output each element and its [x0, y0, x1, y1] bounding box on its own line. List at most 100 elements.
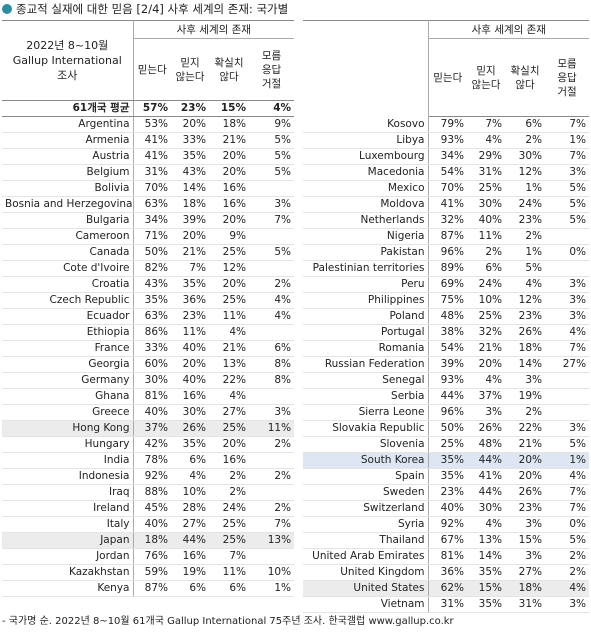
cell-value: 24%	[209, 500, 249, 517]
table-row: Switzerland 40% 30% 23% 7%	[303, 500, 590, 517]
cell-value: 18%	[505, 340, 545, 357]
cell-value: 57%	[133, 100, 171, 117]
country-name: Greece	[2, 404, 134, 421]
cell-value: 41%	[133, 132, 171, 149]
cell-value: 1%	[545, 132, 590, 149]
column-header-row: 믿는다 믿지 않는다 확실치 않다 모름 응답 거절	[303, 38, 590, 117]
cell-value: 59%	[133, 564, 171, 581]
cell-value: 2%	[545, 548, 590, 565]
cell-value: 27%	[209, 404, 249, 421]
cell-value	[249, 484, 295, 501]
text-line: 응답	[557, 71, 577, 84]
cell-value: 3%	[545, 596, 590, 613]
cell-value: 48%	[467, 436, 505, 453]
cell-value: 16%	[209, 196, 249, 213]
country-name: Kosovo	[303, 116, 429, 133]
table-row: Moldova 41% 30% 24% 5%	[303, 196, 590, 213]
table-row: Slovenia 25% 48% 21% 5%	[303, 436, 590, 453]
cell-value: 16%	[171, 388, 209, 405]
country-name: Portugal	[303, 324, 429, 341]
cell-value: 3%	[249, 196, 295, 213]
cell-value: 23%	[428, 484, 467, 501]
cell-value	[249, 324, 295, 341]
cell-value: 23%	[505, 308, 545, 325]
cell-value: 71%	[133, 228, 171, 245]
text-line: 모름	[261, 49, 282, 62]
cell-value: 20%	[209, 212, 249, 229]
cell-value: 92%	[428, 516, 467, 533]
cell-value: 25%	[467, 308, 505, 325]
cell-value: 1%	[545, 452, 590, 469]
cell-value: 2%	[249, 468, 295, 485]
text-line: 2022년 8~10월	[26, 39, 109, 52]
cell-value: 21%	[209, 132, 249, 149]
cell-value: 5%	[545, 212, 590, 229]
cell-value: 3%	[545, 420, 590, 437]
cell-value: 7%	[545, 500, 590, 517]
column-header: 믿지 않는다	[171, 38, 209, 101]
country-name: Sierra Leone	[303, 404, 429, 421]
cell-value	[249, 180, 295, 197]
cell-value: 41%	[467, 468, 505, 485]
cell-value	[249, 260, 295, 277]
table-row: Kosovo 79% 7% 6% 7%	[303, 116, 590, 133]
cell-value: 23%	[505, 212, 545, 229]
cell-value	[249, 228, 295, 245]
table-row: Cote d'Ivoire 82% 7% 12%	[2, 260, 295, 277]
text-line: 믿지	[476, 64, 496, 77]
cell-value: 30%	[505, 148, 545, 165]
cell-value: 21%	[171, 244, 209, 261]
title: 종교적 실재에 대한 믿음 [2/4] 사후 세계의 존재: 국가별	[16, 2, 289, 16]
cell-value: 50%	[428, 420, 467, 437]
cell-value: 18%	[171, 196, 209, 213]
cell-value: 78%	[133, 452, 171, 469]
cell-value: 4%	[545, 468, 590, 485]
table-row: Sweden 23% 44% 26% 7%	[303, 484, 590, 501]
cell-value: 20%	[209, 148, 249, 165]
cell-value: 3%	[545, 292, 590, 309]
cell-value: 81%	[133, 388, 171, 405]
text-line: 확실치	[214, 56, 244, 69]
cell-value: 34%	[133, 212, 171, 229]
cell-value: 40%	[467, 212, 505, 229]
cell-value: 28%	[171, 500, 209, 517]
cell-value: 25%	[467, 180, 505, 197]
cell-value: 6%	[249, 340, 295, 357]
cell-value: 70%	[133, 180, 171, 197]
table-row: Hong Kong 37% 26% 25% 11%	[2, 420, 295, 437]
table-row: Jordan 76% 16% 7%	[2, 548, 295, 565]
cell-value: 41%	[428, 196, 467, 213]
cell-value: 35%	[171, 436, 209, 453]
table-row: Macedonia 54% 31% 12% 3%	[303, 164, 590, 181]
table-row: Kenya 87% 6% 6% 1%	[2, 580, 295, 597]
cell-value	[545, 372, 590, 389]
country-name: Palestinian territories	[303, 260, 429, 277]
country-name: Thailand	[303, 532, 429, 549]
cell-value: 27%	[545, 356, 590, 373]
country-name: Slovakia Republic	[303, 420, 429, 437]
cell-value: 6%	[209, 580, 249, 597]
cell-value: 54%	[428, 164, 467, 181]
cell-value: 19%	[505, 388, 545, 405]
cell-value: 27%	[505, 564, 545, 581]
table-row: Czech Republic 35% 36% 25% 4%	[2, 292, 295, 309]
country-name: Germany	[2, 372, 134, 389]
cell-value: 11%	[467, 228, 505, 245]
table-row: Austria 41% 35% 20% 5%	[2, 148, 295, 165]
title-line: 종교적 실재에 대한 믿음 [2/4] 사후 세계의 존재: 국가별	[2, 1, 288, 17]
cell-value: 76%	[133, 548, 171, 565]
cell-value: 5%	[545, 196, 590, 213]
column-header: 확실치 않다	[505, 38, 545, 117]
table-row: India 78% 6% 16%	[2, 452, 295, 469]
country-name: Netherlands	[303, 212, 429, 229]
cell-value: 7%	[545, 148, 590, 165]
table-row: United States 62% 15% 18% 4%	[303, 580, 590, 597]
cell-value: 35%	[428, 468, 467, 485]
table-row: Vietnam 31% 35% 31% 3%	[303, 596, 590, 613]
cell-value: 24%	[505, 196, 545, 213]
table-row: Hungary 42% 35% 20% 2%	[2, 436, 295, 453]
table-row: Argentina 53% 20% 18% 9%	[2, 116, 295, 133]
cell-value: 1%	[505, 244, 545, 261]
cell-value: 4%	[249, 308, 295, 325]
cell-value: 50%	[133, 244, 171, 261]
